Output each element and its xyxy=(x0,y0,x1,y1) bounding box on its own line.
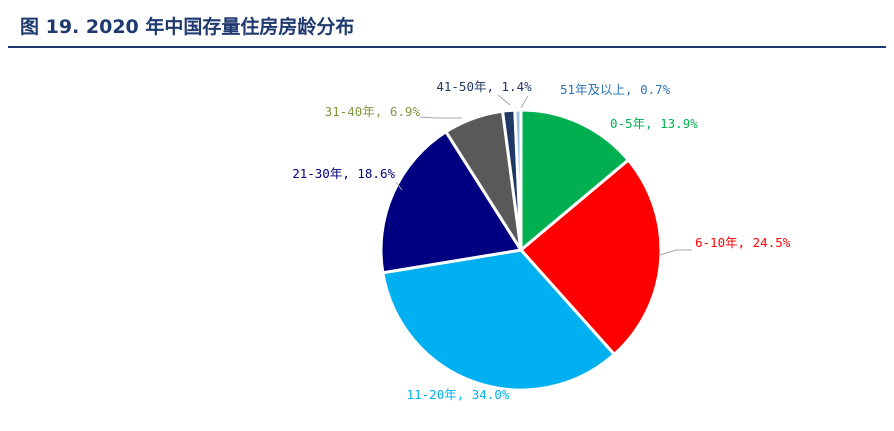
slice-label-11-20年: 11-20年, 34.0% xyxy=(407,387,510,402)
pie-slices xyxy=(379,108,663,392)
leader-line-51年及以上 xyxy=(520,95,529,109)
pie-slice-21-30年 xyxy=(379,130,523,275)
slice-labels: 0-5年, 13.9% 6-10年, 24.5% 11-20年, 34.0% 21-3… xyxy=(292,79,791,402)
slice-label-6-10年: 6-10年, 24.5% xyxy=(695,235,791,250)
pie-slice-11-20年 xyxy=(381,248,616,392)
slice-label-31-40年: 31-40年, 6.9% xyxy=(325,104,421,119)
slice-label-0-5年: 0-5年, 13.9% xyxy=(610,116,698,131)
leader-line-31-40年 xyxy=(419,116,462,119)
pie-slice-6-10年 xyxy=(519,158,663,356)
leader-line-6-10年 xyxy=(659,249,692,256)
figure-header: 图 19. 2020 年中国存量住房房龄分布 xyxy=(8,14,886,48)
slice-label-21-30年: 21-30年, 18.6% xyxy=(292,166,395,181)
leader-line-41-50年 xyxy=(497,94,511,106)
slice-label-51年及以上: 51年及以上, 0.7% xyxy=(560,82,671,97)
figure-title: 图 19. 2020 年中国存量住房房龄分布 xyxy=(20,16,355,38)
leader-lines xyxy=(395,94,692,256)
slice-label-41-50年: 41-50年, 1.4% xyxy=(436,79,532,94)
pie-slice-0-5年 xyxy=(519,108,630,252)
leader-line-21-30年 xyxy=(395,181,403,191)
pie-slice-51年及以上 xyxy=(513,108,523,252)
title-divider xyxy=(8,46,886,48)
